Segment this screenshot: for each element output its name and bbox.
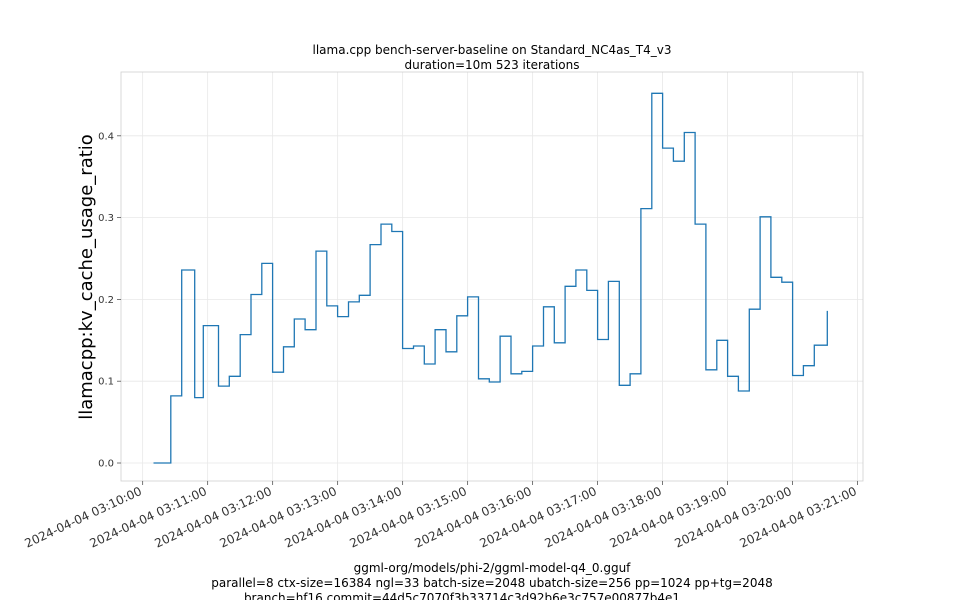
x-tick-label: 2024-04-04 03:13:00 [217,484,338,551]
y-tick-label: 0.0 [98,459,114,470]
x-tick-label: 2024-04-04 03:15:00 [347,484,468,551]
series-line [153,92,828,464]
x-tick-label: 2024-04-04 03:14:00 [282,484,403,551]
x-tick-label: 2024-04-04 03:12:00 [152,484,273,551]
x-axis-label-model: ggml-org/models/phi-2/ggml-model-q4_0.gg… [354,561,632,575]
x-tick-label: 2024-04-04 03:19:00 [607,484,728,551]
x-tick-label: 2024-04-04 03:18:00 [542,484,663,551]
x-axis-label-commit: branch=hf16 commit=44d5c7070f3b33714c3d9… [244,591,680,600]
x-tick-label: 2024-04-04 03:20:00 [672,484,793,551]
y-tick-label: 0.4 [98,131,114,142]
plot-area [120,71,864,482]
y-axis: 0.0 0.1 0.2 0.3 0.4 [98,131,121,470]
y-axis-label: llamacpp:kv_cache_usage_ratio [76,134,97,420]
y-tick-label: 0.3 [98,213,114,224]
x-tick-label: 2024-04-04 03:17:00 [477,484,598,551]
grid [121,72,863,481]
x-tick-label: 2024-04-04 03:11:00 [87,484,208,551]
chart-subtitle: duration=10m 523 iterations [405,58,580,72]
x-tick-label: 2024-04-04 03:10:00 [23,484,144,551]
x-tick-label: 2024-04-04 03:21:00 [737,484,858,551]
x-tick-label: 2024-04-04 03:16:00 [412,484,533,551]
x-axis-label-params: parallel=8 ctx-size=16384 ngl=33 batch-s… [211,576,772,590]
y-tick-label: 0.2 [98,295,114,306]
chart-title: llama.cpp bench-server-baseline on Stand… [313,43,672,57]
y-tick-label: 0.1 [98,377,114,388]
